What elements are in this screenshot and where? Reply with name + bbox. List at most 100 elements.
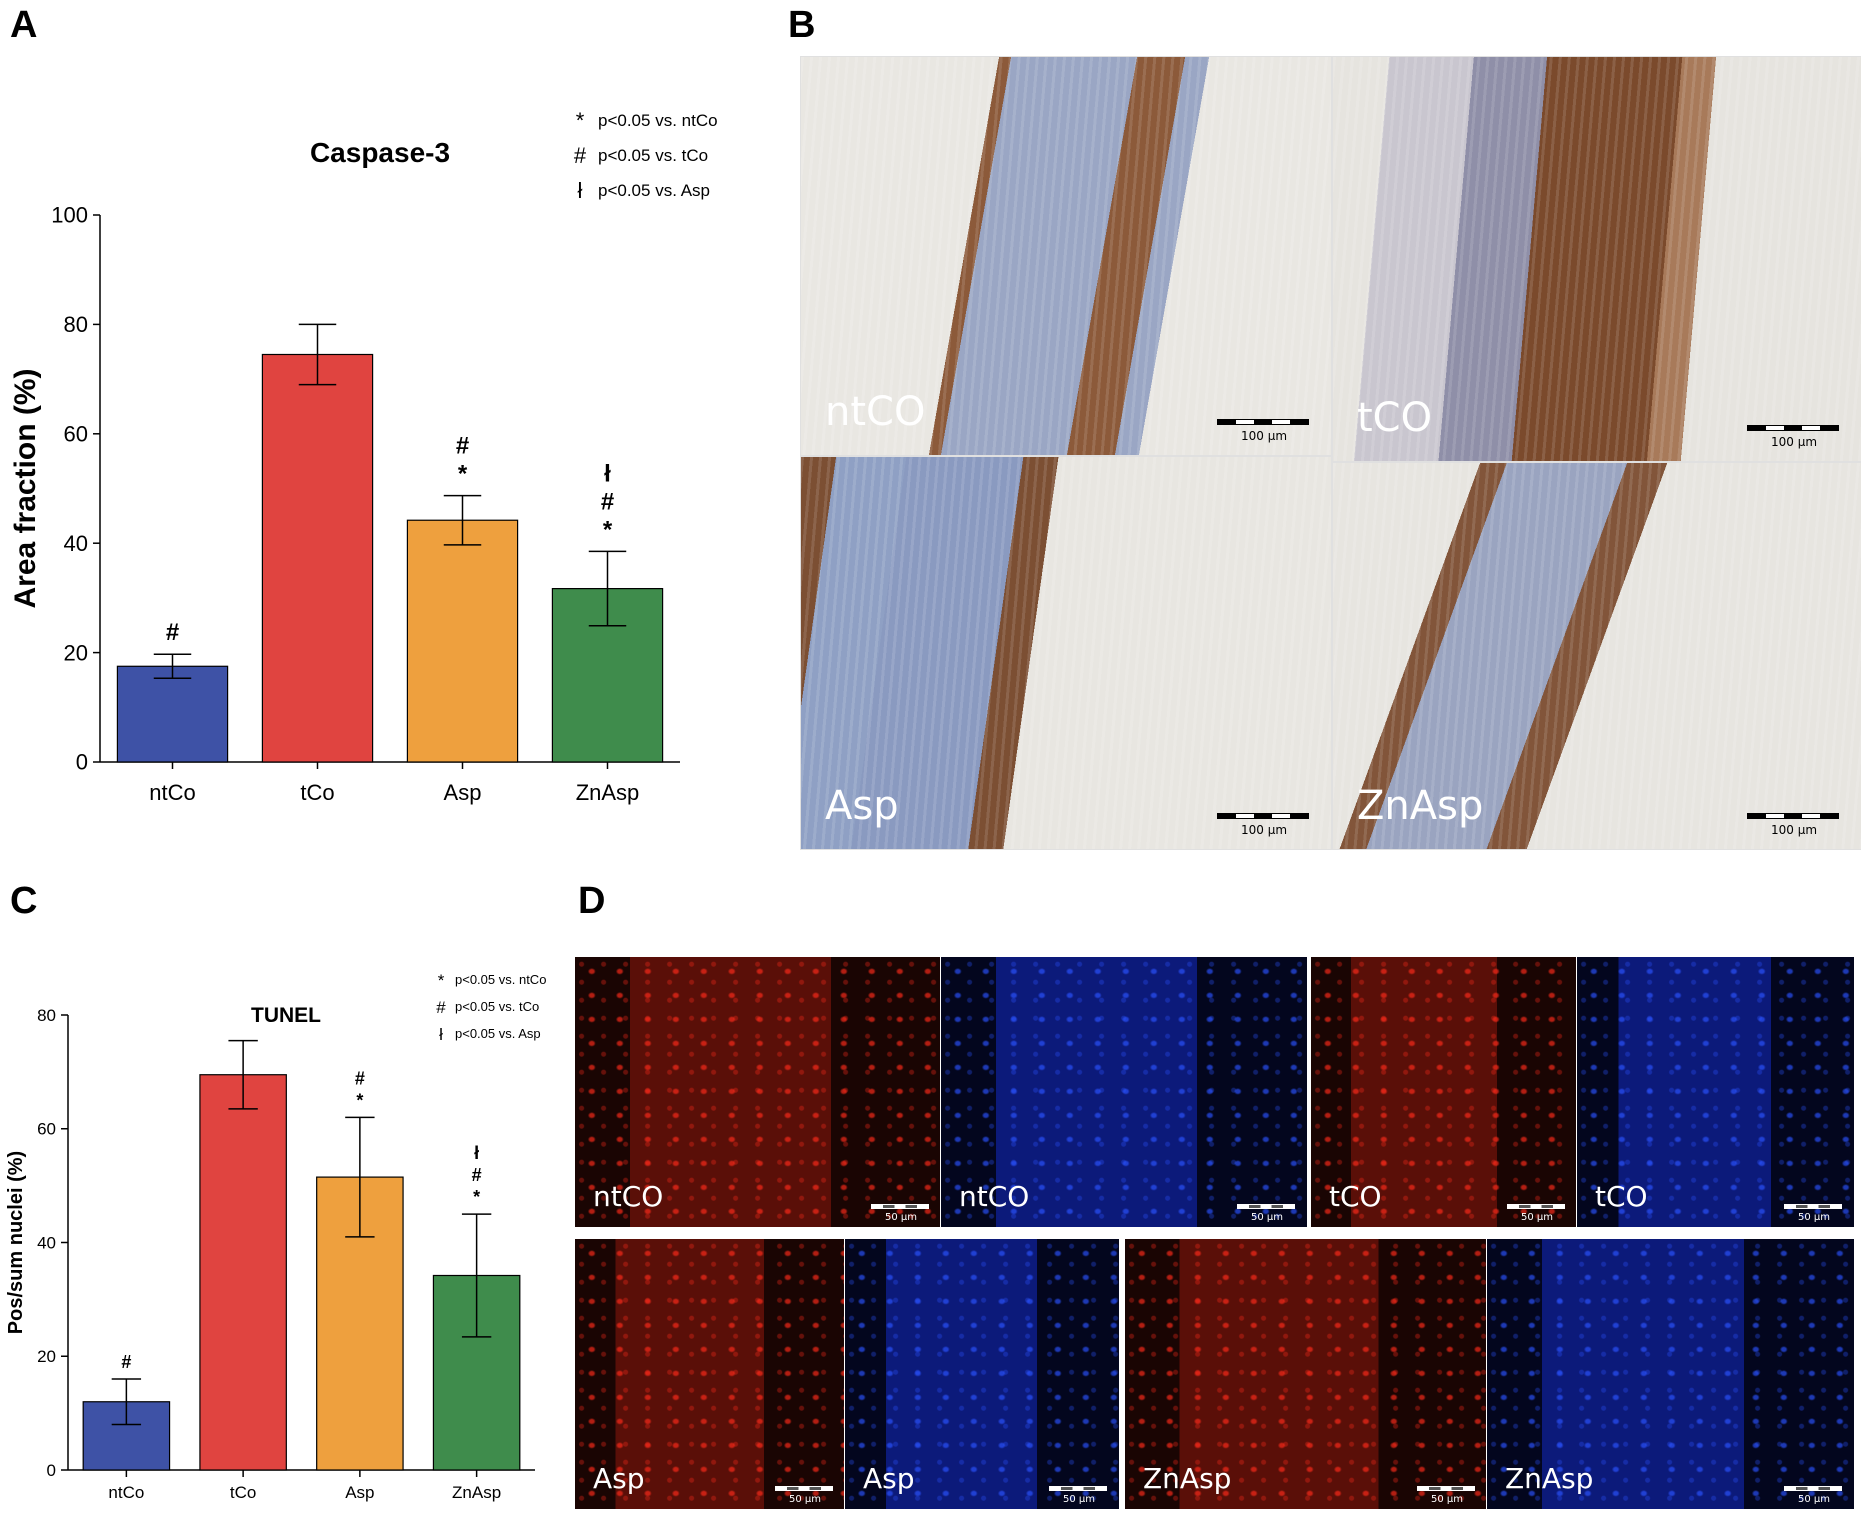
scale-bar-label: 50 μm <box>788 1494 821 1505</box>
error-bar-asp <box>345 1116 375 1238</box>
x-tick-label: ntCo <box>149 780 195 805</box>
tissue-texture <box>1333 463 1861 849</box>
y-tick-label: 40 <box>37 1233 56 1252</box>
chart-title: Caspase-3 <box>310 137 450 168</box>
scale-bar <box>871 1204 929 1209</box>
y-tick-label: 60 <box>37 1120 56 1139</box>
significance-mark: ł <box>474 1143 479 1163</box>
significance-mark: # <box>601 488 614 515</box>
error-bar-tco <box>228 1039 258 1110</box>
fluorescence-blue-znasp: ZnAsp 50 μm <box>1486 1238 1855 1510</box>
error-bar-asp <box>443 494 482 546</box>
legend-symbol: # <box>436 998 446 1017</box>
significance-mark: # <box>355 1068 365 1088</box>
scale-bar <box>1747 813 1839 819</box>
bar-tco <box>261 353 374 763</box>
significance-mark: * <box>458 461 468 488</box>
legend-symbol: ł <box>578 178 583 203</box>
caspase-3-chart: Caspase-3 * p<0.05 vs. ntCo # p<0.05 vs. tCo… <box>9 108 718 805</box>
scale-bar <box>1049 1486 1107 1491</box>
error-bar-znasp <box>588 550 627 627</box>
scale-bar-label: 50 μm <box>1797 1494 1830 1505</box>
fluorescence-label: ntCO <box>593 1180 664 1213</box>
scale-bar <box>1507 1204 1565 1209</box>
x-tick-label: tCo <box>230 1483 256 1502</box>
fluorescence-red-asp: Asp 50 μm <box>574 1238 846 1510</box>
micrograph-label: Asp <box>825 783 899 829</box>
y-tick-label: 80 <box>37 1006 56 1025</box>
scale-bar <box>1784 1486 1842 1491</box>
significance-mark: # <box>472 1165 482 1185</box>
scale-bar <box>775 1486 833 1491</box>
significance-mark: ł <box>604 460 611 487</box>
y-tick-label: 100 <box>51 203 88 228</box>
legend-symbol: # <box>574 143 587 168</box>
micrograph-label: ntCO <box>825 389 926 435</box>
scale-bar <box>1217 813 1309 819</box>
chart-title: TUNEL <box>251 1004 321 1027</box>
panel-letter-c: C <box>10 880 38 922</box>
fluorescence-label: Asp <box>863 1462 915 1495</box>
fluorescence-blue-ntco: ntCO 50 μm <box>940 956 1308 1228</box>
y-tick-label: 0 <box>76 750 88 775</box>
scale-bar-label: 50 μm <box>1520 1212 1553 1223</box>
fluorescence-red-znasp: ZnAsp 50 μm <box>1124 1238 1488 1510</box>
significance-mark: * <box>356 1090 363 1110</box>
significance-mark: # <box>456 433 469 460</box>
x-tick-label: Asp <box>345 1483 374 1502</box>
scale-bar-label: 100 μm <box>1240 429 1288 443</box>
x-tick-label: ZnAsp <box>452 1483 501 1502</box>
legend-symbol: ł <box>439 1025 443 1044</box>
scale-bar <box>1237 1204 1295 1209</box>
tissue-texture <box>801 57 1331 455</box>
y-tick-label: 0 <box>47 1461 56 1480</box>
legend-text: p<0.05 vs. Asp <box>455 1026 541 1041</box>
y-tick-label: 40 <box>64 531 88 556</box>
fluorescence-red-tco: tCO 50 μm <box>1310 956 1578 1228</box>
y-axis-label: Area fraction (%) <box>9 368 42 608</box>
micrograph-tco: tCO 100 μm <box>1332 56 1861 462</box>
legend-text: p<0.05 vs. tCo <box>598 146 708 165</box>
scale-bar-label: 100 μm <box>1240 823 1288 837</box>
micrograph-ntco: ntCO 100 μm <box>800 56 1332 456</box>
error-bar-znasp <box>461 1213 492 1338</box>
x-tick-label: Asp <box>444 780 482 805</box>
fluorescence-label: ZnAsp <box>1505 1462 1594 1495</box>
y-tick-label: 80 <box>64 312 88 337</box>
y-axis-label: Pos/sum nuclei (%) <box>5 1151 27 1334</box>
tunel-chart: TUNEL * p<0.05 vs. ntCo # p<0.05 vs. tCo ł p<0… <box>5 971 546 1502</box>
scale-bar-label: 100 μm <box>1770 435 1818 449</box>
panel-letter-a: A <box>10 4 38 46</box>
scale-bar-label: 50 μm <box>884 1212 917 1223</box>
error-bar-tco <box>298 323 337 386</box>
x-tick-label: ntCo <box>108 1483 144 1502</box>
scale-bar-label: 50 μm <box>1797 1212 1830 1223</box>
fluorescence-label: tCO <box>1329 1180 1382 1213</box>
bar-asp <box>406 519 519 763</box>
y-tick-label: 20 <box>64 640 88 665</box>
tissue-texture <box>801 457 1331 849</box>
micrograph-label: tCO <box>1357 395 1433 441</box>
y-tick-label: 20 <box>37 1347 56 1366</box>
fluorescence-label: ntCO <box>959 1180 1030 1213</box>
scale-bar-label: 50 μm <box>1062 1494 1095 1505</box>
scale-bar <box>1747 425 1839 431</box>
error-bar-ntco <box>153 653 192 680</box>
legend-text: p<0.05 vs. tCo <box>455 999 539 1014</box>
scale-bar <box>1217 419 1309 425</box>
fluorescence-blue-asp: Asp 50 μm <box>844 1238 1120 1510</box>
legend-symbol: * <box>576 108 585 133</box>
panel-letter-d: D <box>578 880 606 922</box>
micrograph-asp: Asp 100 μm <box>800 456 1332 850</box>
x-tick-label: ZnAsp <box>576 780 640 805</box>
error-bar-ntco <box>111 1378 142 1426</box>
legend-text: p<0.05 vs. ntCo <box>598 111 718 130</box>
fluorescence-blue-tco: tCO 50 μm <box>1576 956 1855 1228</box>
fluorescence-label: tCO <box>1595 1180 1648 1213</box>
panel-letter-b: B <box>788 4 816 46</box>
x-tick-label: tCo <box>300 780 334 805</box>
significance-mark: * <box>473 1187 480 1207</box>
scale-bar-label: 100 μm <box>1770 823 1818 837</box>
significance-mark: # <box>166 619 179 646</box>
fluorescence-label: ZnAsp <box>1143 1462 1232 1495</box>
